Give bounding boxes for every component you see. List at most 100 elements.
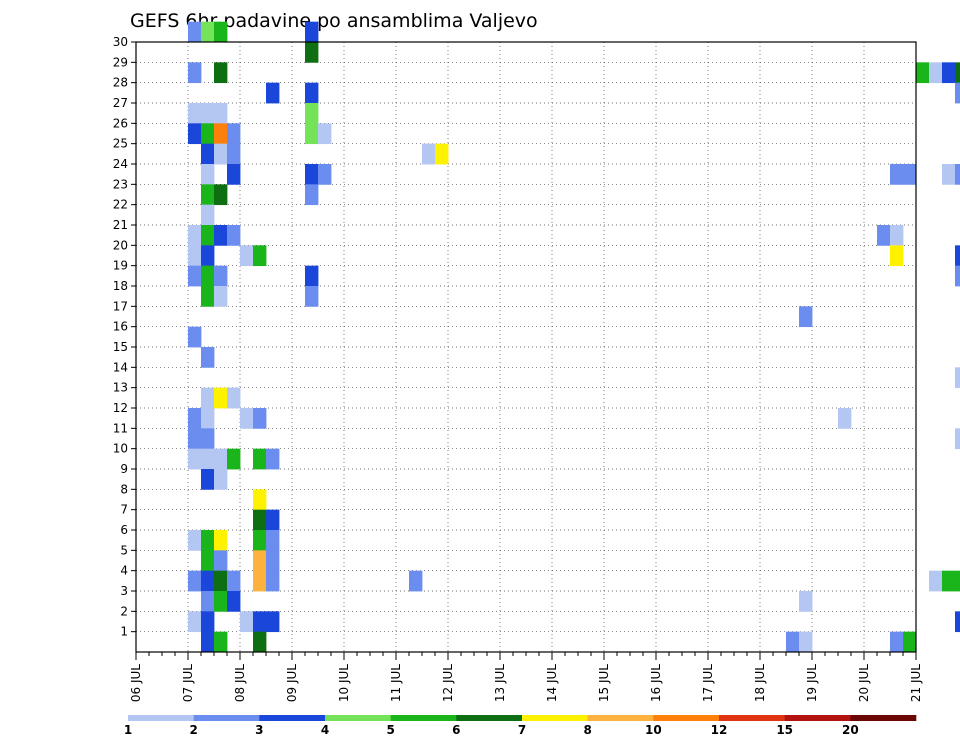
heatmap-cell xyxy=(188,245,202,267)
heatmap-cell xyxy=(201,164,215,185)
colorbar-segment xyxy=(784,715,851,721)
y-tick-label: 9 xyxy=(120,462,128,476)
colorbar-tick-label: 8 xyxy=(583,723,591,737)
x-tick-label: 18 JUL xyxy=(753,664,767,702)
y-tick-label: 20 xyxy=(113,238,128,252)
heatmap-cell xyxy=(929,570,943,592)
heatmap-cell xyxy=(240,408,254,429)
x-tick-label: 15 JUL xyxy=(597,664,611,702)
heatmap-cell xyxy=(214,448,228,470)
heatmap-cell xyxy=(942,62,956,84)
heatmap-cell xyxy=(201,123,215,145)
colorbar-segment xyxy=(850,715,917,721)
y-tick-label: 10 xyxy=(113,442,128,456)
heatmap-cell xyxy=(955,265,960,287)
heatmap-cell xyxy=(955,611,960,633)
colorbar-tick-label: 10 xyxy=(645,723,662,737)
heatmap-cell xyxy=(266,82,280,104)
y-tick-label: 11 xyxy=(113,421,128,435)
heatmap-cell xyxy=(214,265,228,287)
x-tick-label: 10 JUL xyxy=(337,664,351,702)
colorbar-tick-label: 7 xyxy=(518,723,526,737)
heatmap-cell xyxy=(253,245,267,267)
heatmap-cell xyxy=(188,21,202,43)
heatmap-cell xyxy=(409,570,423,592)
heatmap-cell xyxy=(214,123,228,145)
x-tick-label: 13 JUL xyxy=(493,664,507,702)
heatmap-cell xyxy=(227,387,241,409)
heatmap-cell xyxy=(214,184,228,206)
y-tick-label: 28 xyxy=(113,76,128,90)
heatmap-cell xyxy=(227,225,241,246)
y-tick-label: 13 xyxy=(113,381,128,395)
heatmap-cell xyxy=(188,225,202,246)
heatmap-cell xyxy=(929,62,943,84)
heatmap-cell xyxy=(201,21,215,43)
colorbar-segment xyxy=(259,715,326,721)
colorbar-tick-label: 4 xyxy=(321,723,329,737)
heatmap-cell xyxy=(955,428,960,450)
y-tick-label: 15 xyxy=(113,340,128,354)
heatmap-cell xyxy=(877,225,891,246)
heatmap-cell xyxy=(214,631,228,653)
y-tick-label: 3 xyxy=(120,584,128,598)
heatmap-cell xyxy=(955,62,960,84)
colorbar-segment xyxy=(522,715,588,721)
heatmap-cell xyxy=(890,164,904,185)
heatmap-cell xyxy=(903,164,917,185)
heatmap-cell xyxy=(201,448,215,470)
heatmap-cell xyxy=(253,530,267,551)
heatmap-cell xyxy=(188,62,202,84)
colorbar-tick-label: 1 xyxy=(124,723,132,737)
heatmap-cell xyxy=(214,225,228,246)
colorbar-tick-label: 3 xyxy=(255,723,263,737)
heatmap-cell xyxy=(890,245,904,267)
heatmap-cell xyxy=(188,265,202,287)
heatmap-cell xyxy=(305,265,319,287)
heatmap-cell xyxy=(201,408,215,429)
x-tick-label: 21 JUL xyxy=(909,664,923,702)
heatmap-cell xyxy=(305,286,319,307)
heatmap-cell xyxy=(240,611,254,633)
y-tick-label: 8 xyxy=(120,482,128,496)
heatmap-cell xyxy=(201,591,215,612)
heatmap-cell xyxy=(305,184,319,206)
heatmap-cell xyxy=(201,469,215,490)
heatmap-cell xyxy=(266,530,280,551)
y-tick-label: 4 xyxy=(120,564,128,578)
heatmap-cell xyxy=(188,530,202,551)
heatmap-cell xyxy=(201,184,215,206)
heatmap-cell xyxy=(305,164,319,185)
heatmap-cell xyxy=(955,164,960,185)
heatmap-cell xyxy=(305,103,319,124)
heatmap-cell xyxy=(214,103,228,124)
heatmap-cell xyxy=(201,611,215,633)
heatmap-cell xyxy=(227,570,241,592)
colorbar-segment xyxy=(193,715,260,721)
heatmap-cell xyxy=(214,62,228,84)
heatmap-cell xyxy=(201,143,215,165)
heatmap-cell xyxy=(253,570,267,592)
heatmap-cell xyxy=(214,21,228,43)
colorbar-tick-label: 2 xyxy=(189,723,197,737)
heatmap-cell xyxy=(188,408,202,429)
heatmap-cell xyxy=(916,62,930,84)
heatmap-cell xyxy=(201,225,215,246)
heatmap-cell xyxy=(318,164,332,185)
y-tick-label: 29 xyxy=(113,55,128,69)
heatmap-cell xyxy=(890,631,904,653)
colorbar-segment xyxy=(128,715,194,721)
heatmap-cell xyxy=(955,367,960,389)
y-tick-label: 27 xyxy=(113,96,128,110)
y-tick-label: 18 xyxy=(113,279,128,293)
heatmap-cell xyxy=(227,143,241,165)
x-tick-label: 09 JUL xyxy=(285,664,299,702)
heatmap-cell xyxy=(266,509,280,531)
colorbar-tick-label: 5 xyxy=(386,723,394,737)
heatmap-cell xyxy=(201,387,215,409)
y-tick-label: 12 xyxy=(113,401,128,415)
y-tick-label: 19 xyxy=(113,259,128,273)
y-tick-label: 14 xyxy=(113,360,128,374)
heatmap-cell xyxy=(305,21,319,43)
